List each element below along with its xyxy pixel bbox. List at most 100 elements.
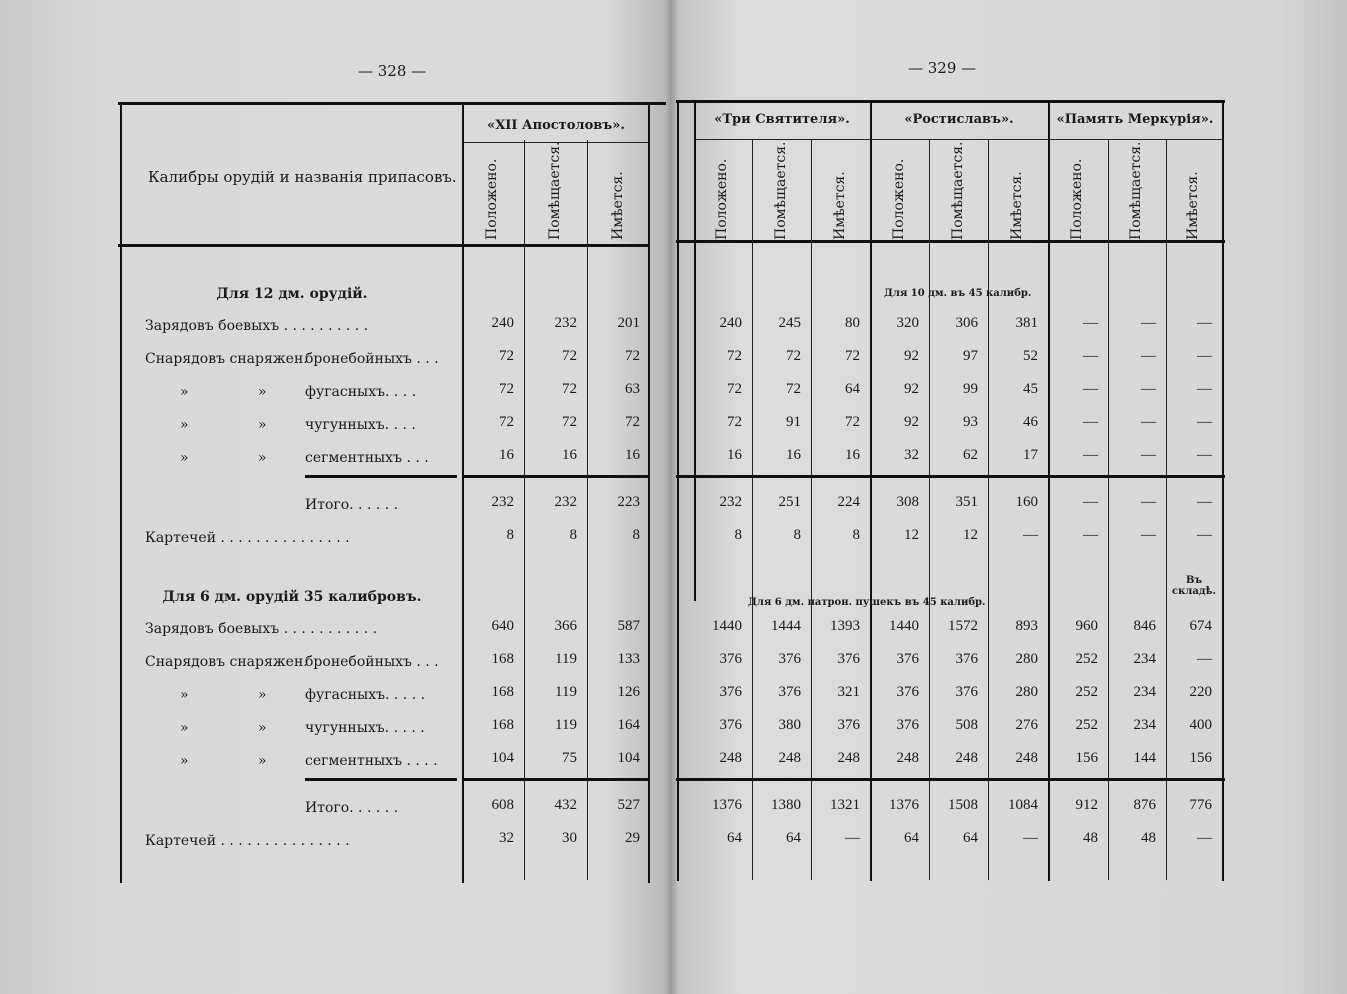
cell-value: 376 bbox=[896, 651, 920, 667]
row-label: Снарядовъ снаряжен. bbox=[145, 654, 308, 670]
page-number-right: — 329 — bbox=[908, 59, 977, 77]
cell-value: 17 bbox=[1023, 447, 1038, 463]
cell-value: 232 bbox=[554, 315, 578, 331]
page-number-left: — 328 — bbox=[358, 62, 427, 80]
canister-value: — bbox=[1197, 527, 1212, 543]
cell-value: 376 bbox=[896, 717, 920, 733]
row-label-ditto: » bbox=[258, 687, 267, 703]
subcolumn-header: Имѣется. bbox=[1185, 171, 1201, 240]
cell-value: 72 bbox=[562, 348, 577, 364]
canister-value: — bbox=[1023, 527, 1038, 543]
total-value: 776 bbox=[1189, 797, 1213, 813]
cell-value: 220 bbox=[1189, 684, 1213, 700]
cell-value: 80 bbox=[845, 315, 860, 331]
canister-value: — bbox=[1197, 830, 1212, 846]
cell-value: 92 bbox=[904, 348, 919, 364]
row-label: » bbox=[180, 720, 189, 736]
total-rule bbox=[462, 475, 650, 478]
total-value: 912 bbox=[1075, 797, 1099, 813]
row-label-type: фугасныхъ. . . . bbox=[305, 384, 417, 400]
total-value: 223 bbox=[617, 494, 641, 510]
cell-value: — bbox=[1083, 348, 1098, 364]
cell-value: 380 bbox=[778, 717, 802, 733]
cell-value: 16 bbox=[625, 447, 640, 463]
canister-value: 8 bbox=[632, 527, 641, 543]
cell-value: 62 bbox=[963, 447, 978, 463]
cell-value: 376 bbox=[837, 651, 861, 667]
total-rule bbox=[305, 475, 457, 478]
cell-value: 168 bbox=[491, 717, 515, 733]
total-value: 351 bbox=[955, 494, 979, 510]
cell-value: — bbox=[1197, 315, 1212, 331]
canister-value: 29 bbox=[625, 830, 640, 846]
header-bottom-rule-left bbox=[118, 244, 650, 247]
cell-value: 306 bbox=[955, 315, 979, 331]
total-value: — bbox=[1141, 494, 1156, 510]
cell-value: 32 bbox=[904, 447, 919, 463]
section-title: Для 12 дм. орудій. bbox=[216, 286, 368, 302]
table-top-rule-right bbox=[676, 100, 1225, 103]
total-label: Итого. . . . . . bbox=[305, 800, 399, 816]
total-rule bbox=[676, 475, 1225, 478]
cell-value: 1393 bbox=[830, 618, 860, 634]
total-value: 1376 bbox=[712, 797, 742, 813]
cell-value: 164 bbox=[617, 717, 641, 733]
cell-value: 376 bbox=[837, 717, 861, 733]
total-rule bbox=[462, 778, 650, 781]
cell-value: 119 bbox=[555, 717, 577, 733]
row-label: » bbox=[180, 753, 189, 769]
cell-value: 248 bbox=[955, 750, 979, 766]
cell-value: 91 bbox=[786, 414, 801, 430]
ship-header-tri-svyatitelya: «Три Святителя». bbox=[714, 112, 850, 127]
cell-value: — bbox=[1197, 651, 1212, 667]
cell-value: 133 bbox=[617, 651, 641, 667]
canister-value: 64 bbox=[786, 830, 801, 846]
cell-value: 674 bbox=[1189, 618, 1213, 634]
row-label-type: бронебойныхъ . . . bbox=[305, 654, 439, 670]
row-label-ditto: » bbox=[258, 753, 267, 769]
cell-value: 960 bbox=[1075, 618, 1099, 634]
cell-value: 45 bbox=[1023, 381, 1038, 397]
cell-value: — bbox=[1083, 315, 1098, 331]
cell-value: — bbox=[1197, 348, 1212, 364]
rostislav-note: Для 10 дм. въ 45 калибр. bbox=[884, 288, 1032, 299]
total-value: 232 bbox=[491, 494, 515, 510]
cell-value: 240 bbox=[719, 315, 743, 331]
row-label-type: чугунныхъ. . . . bbox=[305, 417, 416, 433]
cell-value: 119 bbox=[555, 651, 577, 667]
rostislav-note: Для 6 дм. патрон. пушекъ въ 45 калибр. bbox=[748, 597, 986, 608]
total-value: 160 bbox=[1015, 494, 1039, 510]
canister-value: — bbox=[1141, 527, 1156, 543]
cell-value: 846 bbox=[1133, 618, 1157, 634]
total-value: 308 bbox=[896, 494, 920, 510]
canister-value: 8 bbox=[793, 527, 802, 543]
cell-value: 248 bbox=[896, 750, 920, 766]
cell-value: 240 bbox=[491, 315, 515, 331]
subcolumn-header: Имѣется. bbox=[831, 171, 848, 240]
cell-value: 16 bbox=[845, 447, 860, 463]
cell-value: 376 bbox=[955, 651, 979, 667]
cell-value: 168 bbox=[491, 684, 515, 700]
cell-value: 248 bbox=[719, 750, 743, 766]
cell-value: 64 bbox=[845, 381, 860, 397]
column-divider bbox=[524, 140, 525, 880]
canister-value: 12 bbox=[963, 527, 978, 543]
cell-value: 640 bbox=[491, 618, 515, 634]
cell-value: 587 bbox=[617, 618, 641, 634]
canister-value: — bbox=[1083, 527, 1098, 543]
cell-value: 156 bbox=[1075, 750, 1099, 766]
total-value: 1084 bbox=[1008, 797, 1038, 813]
cell-value: — bbox=[1141, 381, 1156, 397]
cell-value: 280 bbox=[1015, 651, 1039, 667]
total-value: 432 bbox=[554, 797, 578, 813]
cell-value: 72 bbox=[845, 414, 860, 430]
total-value: 608 bbox=[491, 797, 515, 813]
total-value: 1508 bbox=[948, 797, 978, 813]
section-title: Для 6 дм. орудій 35 калибровъ. bbox=[162, 589, 422, 605]
frame-left-right-page bbox=[677, 101, 679, 881]
canister-value: 8 bbox=[506, 527, 515, 543]
canister-value: 8 bbox=[852, 527, 861, 543]
total-value: 1380 bbox=[771, 797, 801, 813]
cell-value: — bbox=[1141, 348, 1156, 364]
